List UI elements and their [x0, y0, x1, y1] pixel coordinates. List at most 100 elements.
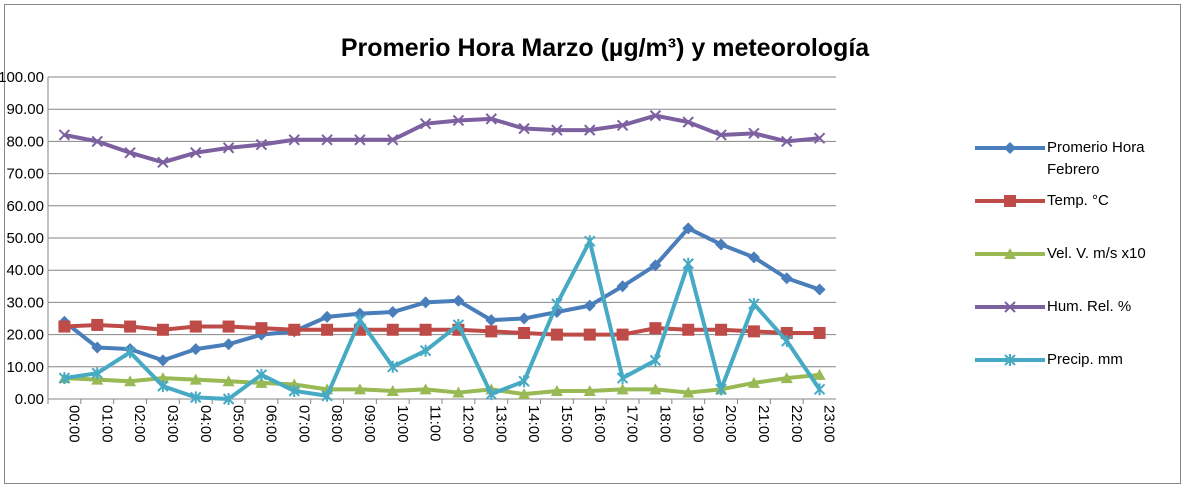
marker [616, 372, 629, 385]
marker [550, 384, 563, 396]
marker [255, 138, 268, 151]
series-line [64, 372, 820, 397]
marker [222, 375, 235, 387]
x-tick-label: 19:00 [689, 405, 706, 443]
y-tick-label: 30.00 [6, 294, 44, 311]
marker [419, 117, 432, 130]
marker [649, 109, 662, 122]
marker [91, 341, 104, 354]
series-line [64, 239, 822, 401]
x-tick-label: 20:00 [722, 405, 739, 443]
marker [813, 383, 826, 396]
marker [124, 146, 136, 159]
marker [813, 132, 826, 144]
x-tick-label: 22:00 [788, 405, 805, 443]
marker [58, 129, 71, 141]
legend-label: Precip. mm [1047, 351, 1123, 368]
marker [781, 135, 793, 148]
marker [649, 322, 662, 335]
marker [58, 320, 71, 333]
marker [354, 134, 366, 146]
x-tick-label: 03:00 [164, 405, 181, 443]
marker [1004, 195, 1016, 207]
series-line [63, 226, 821, 363]
marker [649, 354, 662, 367]
x-tick-label: 14:00 [525, 405, 542, 443]
marker [748, 127, 760, 140]
marker [58, 372, 71, 385]
marker [649, 259, 662, 272]
legend-label: Promerio Hora Febrero [1047, 139, 1145, 178]
marker [616, 383, 629, 395]
marker [354, 314, 366, 327]
marker [156, 323, 169, 336]
marker [157, 380, 169, 393]
marker [780, 372, 793, 384]
series [58, 235, 826, 405]
marker [550, 328, 563, 341]
marker [452, 294, 465, 307]
marker [551, 298, 563, 311]
marker [222, 393, 235, 405]
x-tick-label: 17:00 [624, 405, 641, 443]
y-tick-label: 80.00 [6, 133, 44, 150]
legend-label: Hum. Rel. % [1047, 298, 1132, 315]
marker [715, 238, 728, 251]
marker [813, 326, 826, 339]
chart-title: Promerio Hora Marzo (µg/m³) y meteorolog… [341, 34, 870, 62]
marker [518, 326, 531, 339]
marker [551, 124, 563, 136]
x-tick-label: 00:00 [65, 405, 82, 443]
legend-label: Vel. V. m/s x10 [1047, 245, 1146, 262]
marker [91, 135, 103, 148]
marker [124, 320, 137, 333]
marker [419, 323, 432, 336]
y-tick-label: 50.00 [6, 230, 44, 247]
x-tick-label: 21:00 [755, 405, 772, 443]
y-tick-label: 40.00 [6, 262, 44, 279]
marker [386, 306, 399, 319]
y-tick-label: 70.00 [6, 166, 44, 183]
marker [156, 354, 169, 367]
marker [584, 124, 596, 136]
marker [387, 134, 399, 146]
y-tick-label: 20.00 [6, 327, 44, 344]
marker [682, 323, 695, 336]
x-tick-label: 13:00 [492, 405, 509, 443]
marker [288, 384, 300, 397]
x-tick-label: 11:00 [427, 405, 444, 441]
marker [583, 299, 596, 312]
x-tick-label: 15:00 [558, 405, 575, 443]
marker [1004, 142, 1016, 154]
legend-label: Temp. °C [1047, 192, 1109, 209]
y-tick-label: 100.00 [0, 69, 44, 86]
y-tick-label: 10.00 [6, 359, 44, 376]
x-tick-label: 12:00 [459, 405, 476, 443]
marker [1004, 354, 1016, 366]
marker [682, 222, 695, 235]
marker [747, 325, 760, 338]
x-tick-label: 10:00 [394, 405, 411, 443]
marker [321, 310, 334, 323]
marker [616, 119, 629, 132]
marker [386, 384, 399, 396]
marker [190, 146, 202, 159]
marker [682, 257, 694, 270]
marker [813, 368, 826, 380]
marker [584, 235, 596, 248]
x-tick-label: 01:00 [98, 405, 115, 443]
marker [91, 318, 104, 331]
marker [419, 296, 432, 309]
marker [485, 314, 498, 327]
x-tick-label: 06:00 [262, 405, 279, 443]
marker [419, 344, 432, 357]
x-tick-label: 05:00 [230, 405, 247, 443]
marker [813, 283, 826, 296]
marker [387, 360, 399, 373]
marker [518, 312, 531, 325]
marker [518, 388, 531, 400]
marker [288, 323, 301, 336]
marker [386, 323, 399, 336]
marker [715, 129, 727, 141]
series [58, 368, 826, 400]
